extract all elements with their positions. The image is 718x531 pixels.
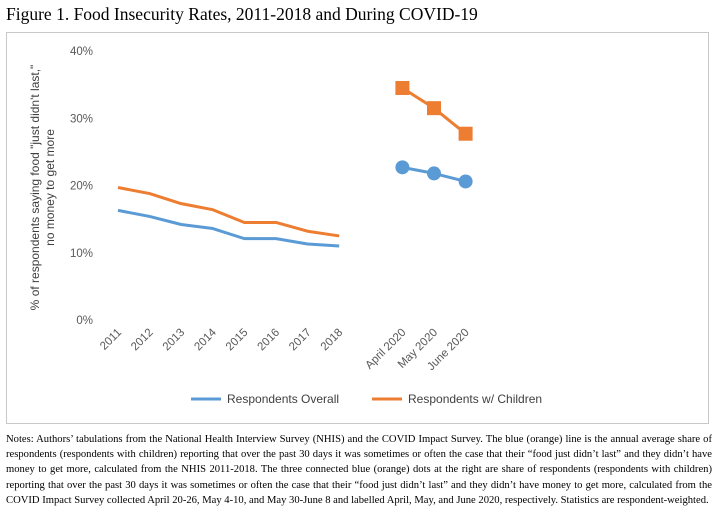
y-tick-label: 0% (76, 315, 93, 327)
y-axis-label-line: no money to get more (43, 129, 57, 246)
y-axis: 0% 10% 20% 30% 40% (70, 46, 93, 327)
data-point (395, 160, 410, 175)
x-tick-label: 2017 (287, 327, 314, 354)
x-tick-label: 2015 (224, 327, 251, 354)
data-point (458, 126, 473, 141)
figure-notes: Notes: Authors’ tabulations from the Nat… (6, 434, 712, 506)
legend-label: Respondents w/ Children (408, 392, 542, 406)
legend-label: Respondents Overall (227, 392, 339, 406)
series-line (117, 208, 340, 248)
x-tick-label: 2013 (161, 327, 188, 354)
data-point (427, 166, 441, 181)
x-tick-label: 2018 (319, 327, 346, 354)
plot-area (117, 80, 473, 248)
y-axis-label-line: % of respondents saying food "just didn'… (28, 65, 42, 311)
chart-area: 0% 10% 20% 30% 40% % of respondents saying f… (6, 32, 709, 424)
x-axis: 2011 2012 2013 2014 2015 2016 2017 2018 April 20… (98, 326, 472, 373)
y-axis-label: % of respondents saying food "just didn'… (28, 65, 57, 311)
series-line (117, 186, 340, 238)
x-tick-label: 2012 (129, 327, 156, 354)
line-chart: 0% 10% 20% 30% 40% % of respondents saying f… (28, 46, 542, 406)
y-tick-label: 10% (70, 248, 93, 260)
y-tick-label: 20% (70, 181, 93, 193)
series-children (117, 80, 473, 238)
data-point (395, 80, 410, 95)
x-tick-label: 2014 (192, 326, 219, 353)
y-tick-label: 30% (70, 113, 93, 125)
x-tick-label: 2011 (98, 327, 124, 353)
figure-title: Figure 1. Food Insecurity Rates, 2011-20… (6, 4, 478, 24)
series-overall (117, 160, 473, 248)
x-tick-label: 2016 (256, 327, 283, 354)
data-point (427, 101, 441, 116)
legend: Respondents Overall Respondents w/ Childr… (191, 392, 542, 406)
y-tick-label: 40% (70, 46, 93, 58)
data-point (458, 174, 473, 189)
